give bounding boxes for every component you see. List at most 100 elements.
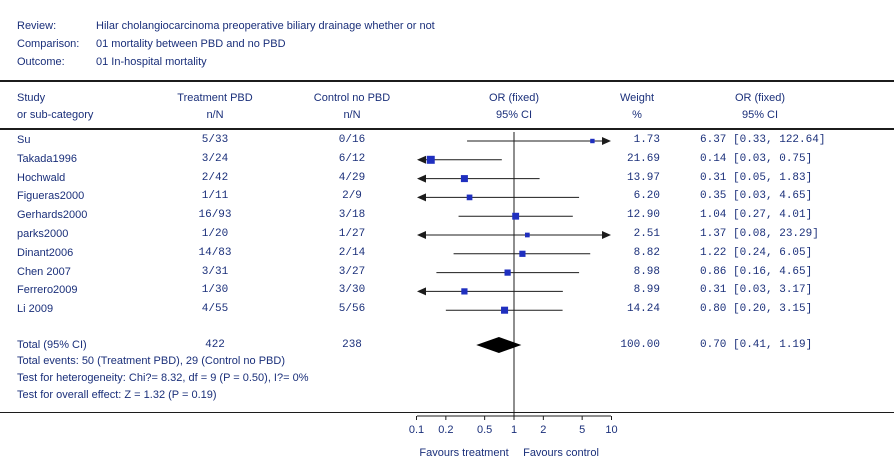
x-tick-label: 5 (579, 424, 585, 436)
total-control: 238 (342, 339, 362, 351)
ci-arrow-left (417, 287, 426, 296)
weight-value: 21.69 (626, 152, 660, 165)
or-ci-text: 0.31 [0.05, 1.83] (700, 171, 813, 184)
study-point (461, 288, 468, 295)
control-nn: 3/18 (338, 209, 366, 222)
col-plot-or: OR (fixed) (488, 92, 540, 104)
study-point (524, 232, 530, 238)
study-point (504, 269, 511, 276)
pooled-diamond (476, 337, 522, 353)
bottom-divider (0, 412, 894, 413)
ci-arrow-right (602, 137, 611, 145)
ci-arrow-left (417, 155, 426, 164)
study-point (590, 138, 595, 144)
control-nn: 3/27 (338, 265, 366, 278)
treatment-nn: 14/83 (198, 246, 232, 259)
overall-effect-test: Test for overall effect: Z = 1.32 (P = 0… (17, 389, 217, 401)
study-name: Ferrero2009 (17, 284, 78, 297)
control-nn: 1/27 (338, 228, 366, 240)
or-ci-text: 0.80 [0.20, 3.15] (700, 303, 813, 316)
study-name: Hochwald (17, 171, 66, 184)
x-tick-label: 2 (540, 424, 546, 436)
weight-value: 13.97 (626, 171, 660, 184)
weight-value: 14.24 (626, 303, 660, 316)
favours-control-label: Favours control (523, 447, 599, 459)
study-point (426, 155, 435, 164)
comparison-label: Comparison: (17, 38, 80, 50)
col-weight-pct: % (632, 109, 642, 121)
control-nn: 3/30 (338, 284, 366, 297)
treatment-nn: 2/42 (201, 171, 229, 184)
study-point (501, 306, 509, 314)
study-name: Dinant2006 (17, 246, 74, 259)
comparison-value: 01 mortality between PBD and no PBD (96, 38, 286, 50)
outcome-value: 01 In-hospital mortality (96, 56, 207, 68)
top-divider (0, 80, 894, 82)
or-ci-text: 0.35 [0.03, 4.65] (700, 190, 813, 203)
ci-arrow-left (417, 193, 426, 202)
or-ci-text: 0.86 [0.16, 4.65] (700, 265, 813, 278)
col-treatment: Treatment PBD (177, 92, 253, 104)
heterogeneity-test: Test for heterogeneity: Chi?= 8.32, df =… (17, 372, 309, 384)
control-nn: 2/9 (342, 190, 362, 203)
total-events: Total events: 50 (Treatment PBD), 29 (Co… (17, 355, 285, 367)
treatment-nn: 3/31 (201, 265, 229, 278)
total-treatment: 422 (205, 339, 225, 351)
x-tick-label: 0.5 (477, 424, 492, 436)
weight-value: 2.51 (633, 228, 660, 240)
study-name: Takada1996 (17, 152, 77, 165)
col-control: Control no PBD (313, 92, 391, 104)
col-weight: Weight (619, 92, 655, 104)
control-nn: 5/56 (338, 303, 366, 316)
study-point (512, 212, 520, 220)
ci-arrow-left (417, 174, 426, 183)
review-value: Hilar cholangiocarcinoma preoperative bi… (96, 20, 435, 32)
col-study-sub: or sub-category (17, 109, 94, 121)
col-or-ci: 95% CI (741, 109, 779, 121)
weight-value: 8.99 (633, 284, 660, 297)
or-ci-text: 1.37 [0.08, 23.29] (700, 228, 819, 240)
x-tick-label: 0.1 (409, 424, 424, 436)
or-ci-text: 1.04 [0.27, 4.01] (700, 209, 813, 222)
control-nn: 2/14 (338, 246, 366, 259)
col-treatment-nn: n/N (206, 109, 224, 121)
x-tick-label: 0.2 (438, 424, 453, 436)
weight-value: 8.98 (633, 265, 660, 278)
study-name: parks2000 (17, 228, 69, 240)
study-name: Chen 2007 (17, 265, 71, 278)
control-nn: 0/16 (338, 134, 366, 146)
favours-treatment-label: Favours treatment (419, 447, 509, 459)
header-divider (0, 128, 894, 130)
col-study: Study (17, 92, 46, 104)
or-ci-text: 0.14 [0.03, 0.75] (700, 152, 813, 165)
weight-value: 12.90 (626, 209, 660, 222)
treatment-nn: 1/20 (201, 228, 229, 240)
weight-value: 8.82 (633, 246, 660, 259)
study-name: Gerhards2000 (17, 209, 88, 222)
col-control-nn: n/N (343, 109, 361, 121)
col-plot-ci: 95% CI (495, 109, 533, 121)
treatment-nn: 1/11 (201, 190, 229, 203)
weight-value: 6.20 (633, 190, 660, 203)
total-label: Total (95% CI) (17, 339, 87, 351)
control-nn: 6/12 (338, 152, 366, 165)
weight-value: 1.73 (633, 134, 660, 146)
total-weight: 100.00 (620, 339, 660, 351)
study-name: Li 2009 (17, 303, 54, 316)
col-or: OR (fixed) (734, 92, 786, 104)
or-ci-text: 0.31 [0.03, 3.17] (700, 284, 813, 297)
treatment-nn: 1/30 (201, 284, 229, 297)
study-point (460, 175, 468, 183)
outcome-label: Outcome: (17, 56, 65, 68)
study-name: Su (17, 134, 31, 146)
x-tick-label: 1 (511, 424, 517, 436)
or-ci-text: 6.37 [0.33, 122.64] (700, 134, 826, 146)
ci-arrow-left (417, 231, 426, 239)
total-or-ci: 0.70 [0.41, 1.19] (700, 339, 813, 351)
treatment-nn: 4/55 (201, 303, 229, 316)
review-label: Review: (17, 20, 57, 32)
treatment-nn: 3/24 (201, 152, 229, 165)
study-name: Figueras2000 (17, 190, 85, 203)
ci-arrow-right (602, 231, 611, 239)
